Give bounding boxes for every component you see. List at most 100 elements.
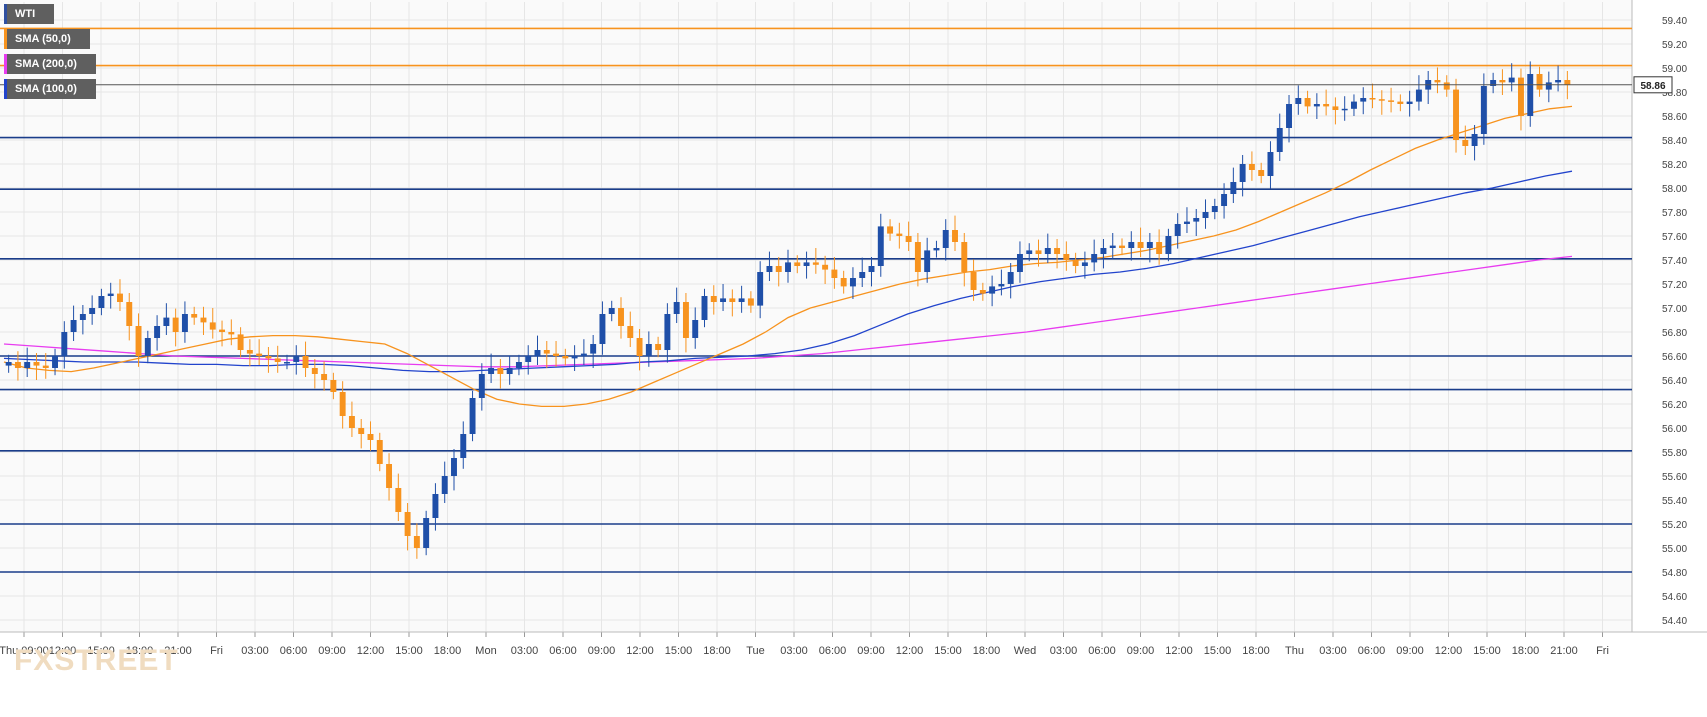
candle-body bbox=[441, 476, 448, 494]
candle-body bbox=[1471, 134, 1478, 146]
x-tick-label: 06:00 bbox=[549, 645, 577, 657]
candle-body bbox=[1109, 245, 1116, 248]
candle-body bbox=[1016, 254, 1023, 272]
x-tick-label: 03:00 bbox=[780, 645, 808, 657]
y-tick-label: 55.00 bbox=[1662, 544, 1687, 555]
candle-body bbox=[562, 356, 569, 359]
candle-body bbox=[887, 226, 894, 234]
candle-body bbox=[1230, 182, 1237, 194]
y-tick-label: 57.40 bbox=[1662, 256, 1687, 267]
candle-body bbox=[89, 308, 96, 314]
candle-body bbox=[256, 353, 263, 356]
candle-body bbox=[1434, 80, 1441, 83]
candle-body bbox=[478, 374, 485, 398]
candle-body bbox=[1286, 104, 1292, 128]
candle-body bbox=[413, 536, 420, 548]
legend-item-wti[interactable]: WTI bbox=[4, 4, 54, 24]
y-tick-label: 58.20 bbox=[1662, 160, 1687, 171]
x-tick-label: 03:00 bbox=[1319, 645, 1347, 657]
candle-body bbox=[1026, 250, 1033, 254]
legend-swatch bbox=[4, 29, 7, 49]
candle-body bbox=[1100, 248, 1107, 254]
candle-body bbox=[395, 488, 402, 512]
candle-body bbox=[1332, 106, 1339, 110]
y-tick-label: 57.80 bbox=[1662, 208, 1687, 219]
candle-body bbox=[1490, 80, 1497, 86]
candle-body bbox=[933, 248, 940, 251]
candle-body bbox=[580, 353, 587, 356]
candle-body bbox=[246, 350, 253, 354]
candle-body bbox=[924, 250, 931, 272]
candle-body bbox=[1527, 74, 1534, 116]
candle-body bbox=[785, 262, 791, 272]
candle-body bbox=[942, 230, 949, 248]
candle-body bbox=[1035, 250, 1042, 254]
y-tick-label: 56.00 bbox=[1662, 424, 1687, 435]
candle-body bbox=[775, 266, 782, 272]
candle-body bbox=[664, 314, 671, 350]
x-tick-label: 12:00 bbox=[626, 645, 654, 657]
candle-body bbox=[5, 362, 12, 366]
candle-body bbox=[209, 322, 216, 330]
candle-body bbox=[1406, 101, 1413, 104]
candle-body bbox=[1267, 152, 1274, 176]
candle-body bbox=[191, 314, 198, 318]
y-tick-label: 56.80 bbox=[1662, 328, 1687, 339]
candle-body bbox=[534, 350, 541, 356]
legend-label: SMA (100,0) bbox=[15, 83, 77, 95]
candle-body bbox=[1248, 164, 1255, 170]
y-tick-label: 55.80 bbox=[1662, 448, 1687, 459]
candle-body bbox=[1323, 104, 1330, 107]
candle-body bbox=[1054, 248, 1061, 254]
candle-body bbox=[506, 368, 513, 374]
candle-body bbox=[1369, 98, 1376, 100]
candle-body bbox=[293, 356, 300, 362]
candle-body bbox=[1239, 164, 1246, 182]
candle-body bbox=[868, 266, 875, 272]
x-tick-label: 21:00 bbox=[1550, 645, 1578, 657]
x-tick-label: 09:00 bbox=[1396, 645, 1424, 657]
candle-body bbox=[311, 368, 318, 374]
legend: WTI SMA (50,0) SMA (200,0) SMA (100,0) bbox=[4, 4, 96, 104]
candle-body bbox=[840, 278, 847, 287]
x-tick-label: Fri bbox=[1596, 645, 1609, 657]
candle-body bbox=[747, 298, 754, 306]
legend-item-sma50[interactable]: SMA (50,0) bbox=[4, 29, 90, 49]
legend-item-sma100[interactable]: SMA (100,0) bbox=[4, 79, 96, 99]
candle-body bbox=[682, 302, 689, 338]
candle-body bbox=[1202, 212, 1209, 218]
candle-body bbox=[1341, 108, 1348, 111]
x-tick-label: Thu 09:00 bbox=[0, 645, 49, 657]
candle-body bbox=[553, 353, 560, 356]
candle-body bbox=[1508, 77, 1515, 83]
candle-body bbox=[1044, 248, 1051, 254]
candle-body bbox=[1119, 245, 1125, 248]
x-tick-label: 09:00 bbox=[857, 645, 885, 657]
x-tick-label: 18:00 bbox=[126, 645, 154, 657]
candle-body bbox=[321, 374, 328, 380]
candle-body bbox=[330, 380, 337, 392]
legend-item-sma200[interactable]: SMA (200,0) bbox=[4, 54, 96, 74]
y-tick-label: 55.60 bbox=[1662, 472, 1687, 483]
candle-body bbox=[98, 296, 105, 308]
candle-body bbox=[1555, 80, 1562, 83]
candle-body bbox=[515, 362, 522, 368]
x-tick-label: 03:00 bbox=[1050, 645, 1078, 657]
x-tick-label: 21:00 bbox=[164, 645, 192, 657]
candle-body bbox=[822, 264, 829, 270]
y-tick-label: 58.60 bbox=[1662, 112, 1687, 123]
candle-body bbox=[274, 358, 281, 362]
candle-body bbox=[1063, 254, 1070, 260]
candle-body bbox=[1258, 170, 1265, 176]
candle-body bbox=[590, 344, 597, 354]
logo-part-street: STREET bbox=[54, 644, 179, 677]
x-tick-label: 15:00 bbox=[87, 645, 115, 657]
y-tick-label: 57.00 bbox=[1662, 304, 1687, 315]
candle-body bbox=[757, 272, 764, 306]
legend-swatch bbox=[4, 79, 7, 99]
x-tick-label: 15:00 bbox=[665, 645, 693, 657]
candle-body bbox=[914, 242, 921, 272]
candle-body bbox=[219, 329, 226, 332]
x-tick-label: 18:00 bbox=[703, 645, 731, 657]
candle-body bbox=[163, 317, 170, 326]
